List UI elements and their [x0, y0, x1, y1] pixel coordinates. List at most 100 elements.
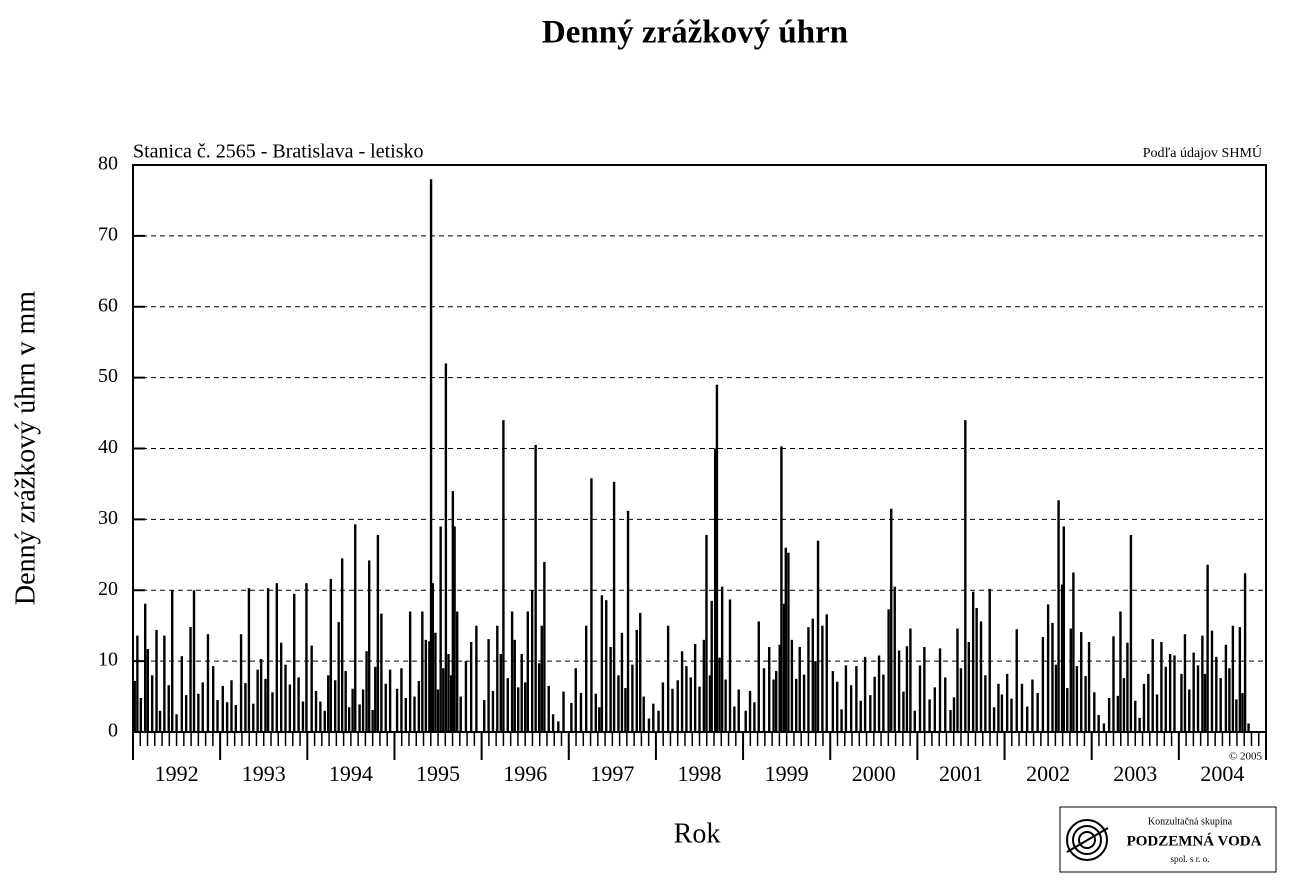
bar: [225, 702, 229, 732]
bar: [184, 695, 188, 732]
bar: [271, 692, 274, 732]
bar: [413, 696, 416, 732]
bar: [1084, 676, 1087, 732]
bar: [374, 666, 377, 732]
y-tick-label: 50: [98, 365, 118, 387]
bar: [647, 718, 651, 732]
bar: [1151, 639, 1154, 732]
bar: [297, 677, 300, 732]
bar: [358, 704, 361, 732]
bar: [772, 679, 775, 732]
x-tick-label: 1995: [416, 761, 460, 786]
bar: [979, 621, 983, 732]
bar: [323, 710, 326, 732]
x-tick-label: 2001: [939, 761, 983, 786]
bar: [456, 611, 459, 732]
bar: [821, 625, 824, 732]
bar: [1107, 697, 1111, 732]
bar: [499, 654, 502, 732]
bar: [146, 649, 150, 732]
bar: [642, 696, 645, 732]
bar: [705, 534, 708, 732]
x-axis-label: Rok: [674, 818, 721, 849]
bar: [256, 669, 259, 732]
bar: [1206, 564, 1209, 732]
bar: [279, 642, 283, 732]
bar: [1122, 678, 1126, 732]
logo-line2: PODZEMNÁ VODA: [1127, 832, 1262, 849]
bar: [1051, 622, 1054, 732]
bar: [201, 682, 204, 732]
bar: [1126, 642, 1129, 732]
x-tick-label: 1997: [590, 761, 634, 786]
bar: [1060, 584, 1064, 732]
bar: [897, 650, 901, 732]
bar: [436, 689, 440, 732]
x-tick-label: 1996: [503, 761, 547, 786]
bar: [680, 651, 684, 732]
bar: [266, 588, 270, 732]
x-tick-label: 1993: [242, 761, 286, 786]
bar: [163, 635, 166, 732]
bar: [964, 420, 967, 732]
y-tick-label: 60: [98, 294, 118, 316]
bar: [510, 611, 514, 732]
bar: [609, 646, 612, 732]
bar: [984, 675, 987, 732]
bar: [579, 693, 583, 732]
bar: [685, 666, 688, 732]
bar: [1164, 666, 1167, 732]
bar: [1142, 683, 1146, 732]
bar: [449, 675, 453, 732]
bar: [523, 682, 527, 732]
bar: [1031, 679, 1034, 732]
bar: [598, 707, 601, 732]
bar: [367, 560, 371, 732]
bar: [221, 685, 224, 732]
bar: [753, 702, 756, 732]
y-tick-label: 80: [98, 153, 118, 175]
bar: [1228, 668, 1231, 732]
bar: [506, 678, 509, 732]
bar: [923, 646, 926, 732]
bar: [1219, 678, 1222, 732]
bar: [551, 714, 555, 732]
subtitle: Stanica č. 2565 - Bratislava - letisko: [133, 141, 423, 163]
bar: [1188, 689, 1191, 732]
bar: [442, 668, 445, 732]
bar: [421, 611, 424, 732]
bar: [612, 481, 616, 732]
bar: [585, 625, 588, 732]
bar: [975, 607, 978, 732]
bar: [873, 676, 876, 732]
logo-box: [1059, 806, 1277, 873]
copyright: © 2005: [1229, 751, 1263, 763]
bar: [361, 689, 365, 732]
bar: [557, 721, 560, 732]
bar: [1168, 654, 1172, 732]
bar: [543, 561, 546, 732]
bar: [431, 583, 435, 732]
bar: [928, 699, 931, 732]
bar: [175, 714, 178, 732]
logo-line1: Konzultačná skupina: [1148, 816, 1233, 827]
bar: [988, 588, 991, 732]
bar: [475, 625, 478, 732]
bar: [997, 683, 1000, 732]
bar: [327, 675, 330, 732]
bar: [807, 627, 810, 732]
bar: [1183, 634, 1187, 732]
bar: [1046, 604, 1050, 732]
y-tick-label: 70: [98, 223, 118, 245]
chart-title: Denný zrážkový úhrn: [542, 15, 848, 51]
bar: [395, 688, 399, 732]
bar: [1224, 644, 1228, 732]
bar: [502, 420, 505, 732]
bar: [1062, 526, 1066, 732]
bar: [239, 634, 243, 732]
logo-icon: [1066, 819, 1109, 861]
bar: [574, 668, 577, 732]
y-axis-label: Denný zrážkový úhrn v mm: [10, 291, 41, 605]
x-tick-label: 2002: [1026, 761, 1070, 786]
